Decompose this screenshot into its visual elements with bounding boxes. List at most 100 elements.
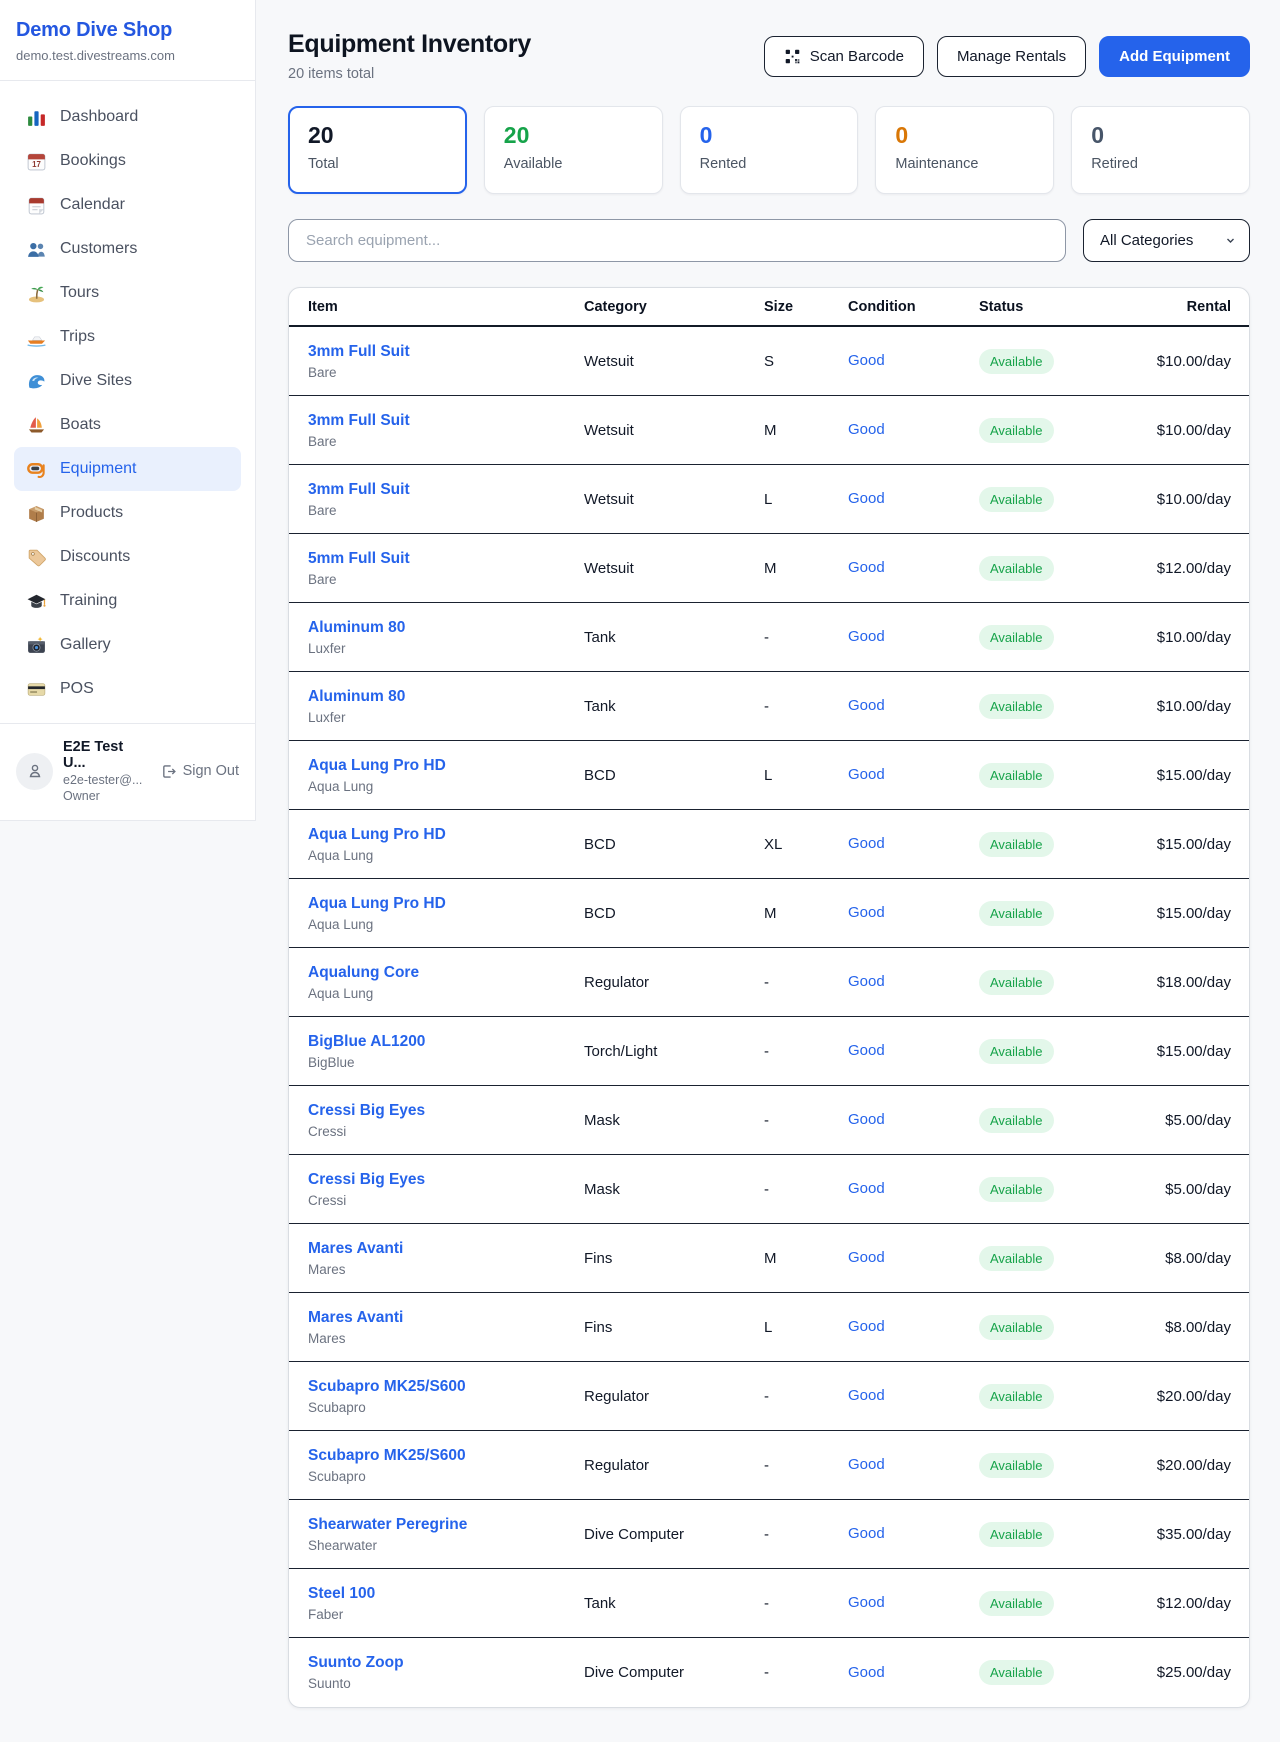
header-actions: Scan Barcode Manage Rentals Add Equipmen… xyxy=(763,35,1250,77)
add-equipment-button[interactable]: Add Equipment xyxy=(1099,35,1250,77)
sidebar-item-customers[interactable]: Customers xyxy=(14,227,241,271)
item-condition-link[interactable]: Good xyxy=(848,697,885,714)
table-row: Aqua Lung Pro HD Aqua Lung BCD M Good Availab… xyxy=(289,879,1249,948)
item-name-link[interactable]: BigBlue AL1200 xyxy=(308,1032,426,1050)
stat-card-total[interactable]: 20 Total xyxy=(288,106,467,194)
table-header-row: Item Category Size Condition Status Rental xyxy=(289,288,1249,327)
stat-label: Retired xyxy=(1091,156,1138,172)
item-condition-link[interactable]: Good xyxy=(848,1387,885,1404)
filter-row: All Categories xyxy=(288,219,1250,262)
item-condition-link[interactable]: Good xyxy=(848,490,885,507)
item-name-link[interactable]: 3mm Full Suit xyxy=(308,411,410,429)
column-header-status: Status xyxy=(979,298,1024,315)
item-category: Wetsuit xyxy=(584,490,634,508)
stat-card-available[interactable]: 20 Available xyxy=(483,106,663,194)
item-name-link[interactable]: Aluminum 80 xyxy=(308,687,406,705)
sidebar-item-training[interactable]: Training xyxy=(14,579,241,623)
gallery-icon xyxy=(26,635,47,656)
stat-card-rented[interactable]: 0 Rented xyxy=(679,106,859,194)
item-condition-link[interactable]: Good xyxy=(848,1042,885,1059)
item-condition-link[interactable]: Good xyxy=(848,1456,885,1473)
item-size: L xyxy=(764,1318,773,1336)
item-condition-link[interactable]: Good xyxy=(848,766,885,783)
item-name-link[interactable]: 5mm Full Suit xyxy=(308,549,410,567)
item-condition-link[interactable]: Good xyxy=(848,559,885,576)
item-category: Fins xyxy=(584,1249,613,1267)
item-cell: Mares Avanti Mares xyxy=(308,1309,584,1346)
item-condition-link[interactable]: Good xyxy=(848,1180,885,1197)
item-condition-link[interactable]: Good xyxy=(848,1525,885,1542)
sidebar-item-discounts[interactable]: Discounts xyxy=(14,535,241,579)
item-condition-link[interactable]: Good xyxy=(848,628,885,645)
item-condition-link[interactable]: Good xyxy=(848,904,885,921)
item-condition-link[interactable]: Good xyxy=(848,835,885,852)
item-name-link[interactable]: Aqua Lung Pro HD xyxy=(308,756,446,774)
sign-out-button[interactable]: Sign Out xyxy=(160,763,239,780)
sidebar-item-gallery[interactable]: Gallery xyxy=(14,623,241,667)
item-name-link[interactable]: Mares Avanti xyxy=(308,1308,404,1326)
table-row: Cressi Big Eyes Cressi Mask - Good Available $… xyxy=(289,1086,1249,1155)
item-category: BCD xyxy=(584,766,616,784)
item-name-link[interactable]: Aqua Lung Pro HD xyxy=(308,894,446,912)
item-brand: Aqua Lung xyxy=(308,847,374,863)
item-name-link[interactable]: Suunto Zoop xyxy=(308,1654,404,1671)
sidebar-item-dive-sites[interactable]: Dive Sites xyxy=(14,359,241,403)
item-name-link[interactable]: Steel 100 xyxy=(308,1584,376,1602)
item-name-link[interactable]: 3mm Full Suit xyxy=(308,480,410,498)
item-brand: BigBlue xyxy=(308,1054,355,1070)
sidebar-item-label: Gallery xyxy=(60,636,111,653)
item-name-link[interactable]: 3mm Full Suit xyxy=(308,342,410,360)
page-title: Equipment Inventory xyxy=(288,30,531,58)
item-condition-link[interactable]: Good xyxy=(848,1111,885,1128)
sidebar-item-bookings[interactable]: 17 Bookings xyxy=(14,139,241,183)
stat-label: Rented xyxy=(699,156,747,172)
user-section: E2E Test U... e2e-tester@... Owner Sign … xyxy=(0,723,255,820)
stat-label: Maintenance xyxy=(895,156,979,172)
sidebar-item-equipment[interactable]: Equipment xyxy=(14,447,241,491)
sidebar-item-calendar[interactable]: Calendar xyxy=(14,183,241,227)
item-name-link[interactable]: Scubapro MK25/S600 xyxy=(308,1377,466,1395)
item-condition-link[interactable]: Good xyxy=(848,1318,885,1335)
category-select[interactable]: All Categories xyxy=(1083,219,1250,262)
search-input[interactable] xyxy=(288,219,1066,262)
item-category: Regulator xyxy=(584,1456,650,1474)
item-cell: Shearwater Peregrine Shearwater xyxy=(308,1516,584,1553)
sign-out-icon xyxy=(162,764,176,778)
item-condition-link[interactable]: Good xyxy=(848,1663,885,1681)
sidebar-item-pos[interactable]: POS xyxy=(14,667,241,711)
person-icon xyxy=(29,764,40,778)
sidebar-item-dashboard[interactable]: Dashboard xyxy=(14,95,241,139)
item-brand: Luxfer xyxy=(308,640,346,656)
sidebar-item-trips[interactable]: Trips xyxy=(14,315,241,359)
item-condition-link[interactable]: Good xyxy=(848,1249,885,1266)
table-row: Aluminum 80 Luxfer Tank - Good Available $10.0… xyxy=(289,603,1249,672)
item-name-link[interactable]: Shearwater Peregrine xyxy=(308,1515,468,1533)
stat-card-maintenance[interactable]: 0 Maintenance xyxy=(875,106,1055,194)
item-condition-link[interactable]: Good xyxy=(848,1594,885,1611)
sidebar-item-label: Dive Sites xyxy=(60,372,133,389)
item-name-link[interactable]: Aluminum 80 xyxy=(308,618,406,636)
item-condition-link[interactable]: Good xyxy=(848,352,885,369)
item-name-link[interactable]: Aqua Lung Pro HD xyxy=(308,825,446,843)
item-name-link[interactable]: Cressi Big Eyes xyxy=(308,1101,426,1119)
item-cell: Cressi Big Eyes Cressi xyxy=(308,1171,584,1208)
scan-barcode-button[interactable]: Scan Barcode xyxy=(763,35,924,77)
sidebar-item-products[interactable]: Products xyxy=(14,491,241,535)
sidebar-item-label: Training xyxy=(60,592,118,609)
brand-title[interactable]: Demo Dive Shop xyxy=(16,19,173,41)
stat-card-retired[interactable]: 0 Retired xyxy=(1071,106,1250,194)
item-name-link[interactable]: Aqualung Core xyxy=(308,963,420,981)
item-condition-link[interactable]: Good xyxy=(848,421,885,438)
products-icon xyxy=(26,503,47,524)
item-name-link[interactable]: Cressi Big Eyes xyxy=(308,1170,426,1188)
item-name-link[interactable]: Scubapro MK25/S600 xyxy=(308,1446,466,1464)
manage-rentals-button[interactable]: Manage Rentals xyxy=(936,35,1087,77)
item-rental: $8.00/day xyxy=(1165,1249,1231,1267)
sidebar-item-boats[interactable]: Boats xyxy=(14,403,241,447)
sidebar-item-tours[interactable]: Tours xyxy=(14,271,241,315)
table-row: Aluminum 80 Luxfer Tank - Good Available $10.0… xyxy=(289,672,1249,741)
item-brand: Mares xyxy=(308,1330,346,1346)
item-cell: Scubapro MK25/S600 Scubapro xyxy=(308,1378,584,1415)
item-name-link[interactable]: Mares Avanti xyxy=(308,1239,404,1257)
item-condition-link[interactable]: Good xyxy=(848,973,885,990)
